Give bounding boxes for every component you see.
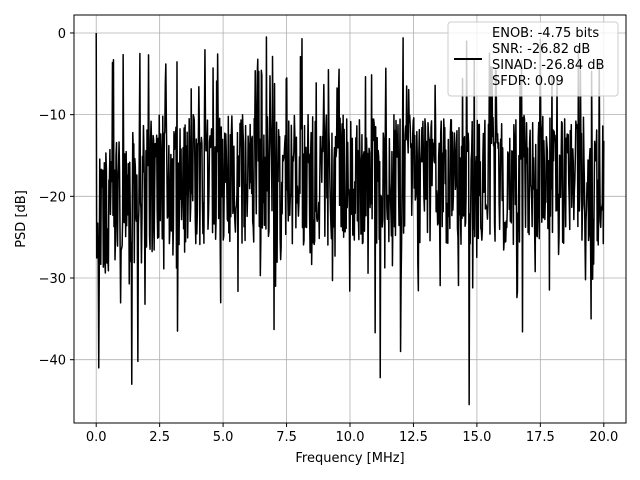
x-tick-label: 7.5 <box>276 430 297 445</box>
psd-line <box>95 32 605 406</box>
legend-enob: ENOB: -4.75 bits <box>492 26 599 41</box>
x-tick-label: 20.0 <box>589 430 618 445</box>
x-tick-label: 2.5 <box>149 430 170 445</box>
legend-sinad: SINAD: -26.84 dB <box>492 58 604 73</box>
psd-series <box>95 32 605 406</box>
y-axis-ticks: 0 −10 −20 −30 −40 <box>39 27 74 369</box>
y-tick-label: −20 <box>39 190 66 205</box>
legend: ENOB: -4.75 bits SNR: -26.82 dB SINAD: -… <box>447 21 619 97</box>
y-tick-label: −10 <box>39 109 66 124</box>
x-tick-label: 17.5 <box>526 430 555 445</box>
legend-box <box>447 21 619 97</box>
x-tick-label: 0.0 <box>86 430 107 445</box>
legend-snr: SNR: -26.82 dB <box>492 42 590 57</box>
x-tick-label: 15.0 <box>462 430 491 445</box>
y-tick-label: −30 <box>39 272 66 287</box>
y-axis-label: PSD [dB] <box>14 190 29 248</box>
x-tick-label: 10.0 <box>336 430 365 445</box>
x-tick-label: 5.0 <box>213 430 234 445</box>
y-tick-label: −40 <box>39 354 66 369</box>
x-axis-label: Frequency [MHz] <box>295 451 404 466</box>
legend-sfdr: SFDR: 0.09 <box>492 74 564 89</box>
y-tick-label: 0 <box>58 27 66 42</box>
x-tick-label: 12.5 <box>399 430 428 445</box>
x-axis-ticks: 0.0 2.5 5.0 7.5 10.0 12.5 15.0 17.5 20.0 <box>86 423 618 445</box>
